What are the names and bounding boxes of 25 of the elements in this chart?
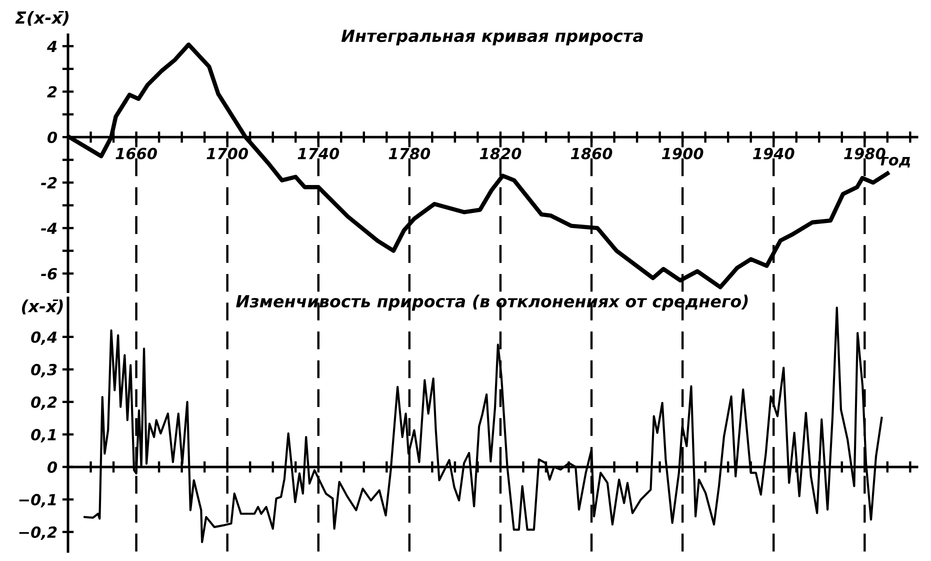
y-tick-label: 0,1 [31,428,56,442]
y-tick-label: 0 [48,132,58,144]
y-tick-label: −0,2 [19,526,57,540]
y-tick-label: 0 [48,461,58,473]
y-tick-label: 2 [47,86,57,98]
y-tick-label: -6 [40,268,58,280]
y-tick-label: 0,2 [31,396,57,410]
x-tick-label: 1780 [388,148,430,160]
y-axis-title: Σ(x-x̄) [15,10,68,26]
y-tick-label: -2 [40,177,57,188]
chart-title: Изменчивость прироста (в отклонениях от среднего) [236,294,748,311]
x-tick-label: 1860 [570,148,612,160]
x-tick-label: 1700 [206,148,248,160]
y-tick-label: 4 [46,40,57,52]
y-tick-label: 0,3 [31,364,57,378]
chart-title: Интегральная кривая прироста [341,30,643,46]
x-tick-label: 1820 [480,148,522,160]
x-tick-label: 1940 [753,148,794,160]
x-tick-label: 1740 [298,148,340,160]
y-tick-label: -4 [40,222,57,234]
y-tick-label: 0,4 [31,331,57,345]
y-axis-title: (x-x̄) [22,300,63,314]
x-tick-label: 1660 [116,148,157,160]
x-tick-label: 1900 [662,148,704,160]
y-tick-label: −0,1 [19,494,56,508]
